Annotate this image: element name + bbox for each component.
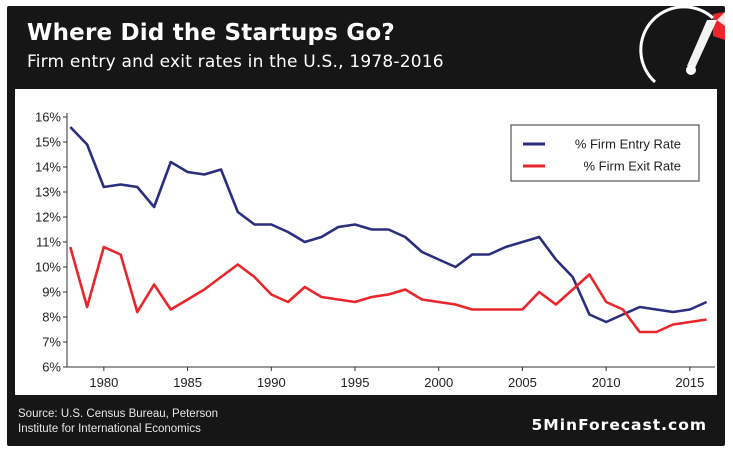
source-line-1: Source: U.S. Census Bureau, Peterson xyxy=(18,408,219,420)
plot-area: 6% 7% 8% 9% 10% 11% 12% 13% 14% 15% 16% 1980 1985 199… xyxy=(15,89,717,395)
x-tick-label: 2005 xyxy=(508,375,537,390)
chart-card: Where Did the Startups Go? Firm entry an… xyxy=(7,6,725,446)
x-tick-label: 2000 xyxy=(424,375,453,390)
y-tick-label: 16% xyxy=(35,110,61,125)
chart-subtitle: Firm entry and exit rates in the U.S., 1… xyxy=(27,52,444,72)
y-tick-label: 9% xyxy=(42,285,61,300)
chart-footer: Source: U.S. Census Bureau, Peterson Ins… xyxy=(7,398,725,446)
chart-title: Where Did the Startups Go? xyxy=(27,20,395,46)
exit-rate-line xyxy=(69,245,707,334)
legend-label: % Firm Exit Rate xyxy=(583,159,681,174)
legend-label: % Firm Entry Rate xyxy=(575,137,681,152)
x-tick-label: 1985 xyxy=(173,375,202,390)
y-tick-label: 12% xyxy=(35,210,61,225)
x-tick-label: 1995 xyxy=(341,375,370,390)
x-tick-label: 2015 xyxy=(675,375,704,390)
y-tick-label: 14% xyxy=(35,160,61,175)
source-line-2: Institute for International Economics xyxy=(18,423,201,435)
x-tick-label: 2010 xyxy=(592,375,621,390)
legend-box xyxy=(510,124,700,182)
y-tick-label: 11% xyxy=(36,235,61,250)
source-note: Source: U.S. Census Bureau, Peterson Ins… xyxy=(18,407,348,437)
y-tick-label: 8% xyxy=(42,310,61,325)
entry-rate-line xyxy=(69,126,708,324)
brand-logo-text: 5MinForecast.com xyxy=(531,416,707,434)
x-tick-label: 1980 xyxy=(89,375,118,390)
chart-header: Where Did the Startups Go? Firm entry an… xyxy=(7,6,725,88)
y-tick-label: 7% xyxy=(42,335,61,350)
y-tick-label: 10% xyxy=(35,260,61,275)
y-tick-label: 6% xyxy=(42,360,61,375)
x-tick-label: 1990 xyxy=(257,375,286,390)
line-chart: 6% 7% 8% 9% 10% 11% 12% 13% 14% 15% 16% 1980 1985 199… xyxy=(35,110,715,390)
y-tick-label: 13% xyxy=(35,185,61,200)
y-tick-label: 15% xyxy=(35,135,61,150)
speedometer-gauge-icon xyxy=(639,6,725,84)
